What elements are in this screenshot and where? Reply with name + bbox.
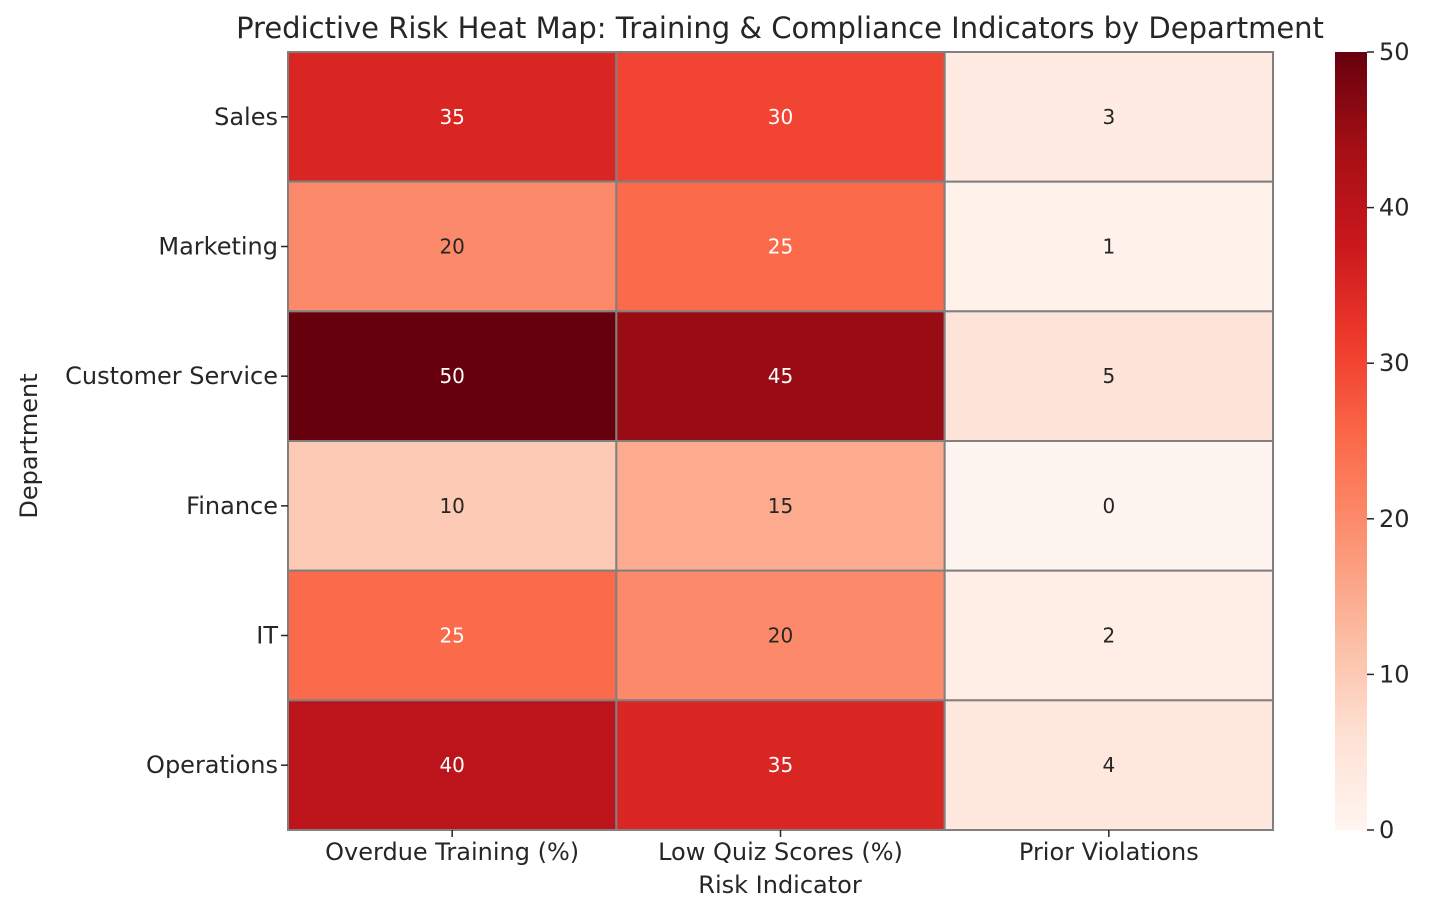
heatmap-cell [943, 440, 1275, 572]
colorbar-tick-label: 30 [1379, 349, 1410, 377]
heatmap-cell [287, 440, 618, 572]
cell-value-label: 2 [1102, 624, 1115, 648]
chart-title: Predictive Risk Heat Map: Training & Com… [236, 11, 1324, 45]
heatmap-cell [287, 180, 618, 313]
y-tick-labels: Sales Marketing Customer Service Finance IT O… [65, 103, 288, 779]
heatmap-cell [615, 310, 946, 443]
y-tick-label: IT [256, 622, 278, 650]
cell-value-label: 25 [439, 624, 464, 648]
heatmap-cell [943, 569, 1275, 702]
cell-value-label: 20 [768, 624, 793, 648]
cell-value-label: 50 [439, 364, 464, 388]
x-axis-label: Risk Indicator [698, 871, 862, 899]
y-tick-label: Customer Service [65, 362, 278, 390]
cell-value-label: 25 [768, 235, 793, 259]
heatmap-cells: 35 30 320 25 150 45 510 15 025 20 240 35 4 [287, 51, 1275, 831]
heatmap-cell [943, 699, 1275, 831]
colorbar-tick-label: 10 [1379, 660, 1410, 688]
cell-value-label: 40 [439, 753, 464, 777]
cell-value-label: 1 [1102, 235, 1115, 259]
y-axis-label: Department [15, 373, 43, 518]
cell-value-label: 20 [439, 235, 464, 259]
heatmap-cell [287, 569, 618, 702]
cell-value-label: 0 [1102, 494, 1115, 518]
heatmap-cell [615, 180, 946, 313]
x-tick-label: Prior Violations [1019, 838, 1199, 866]
heatmap-cell [615, 51, 946, 183]
cell-value-label: 5 [1102, 364, 1115, 388]
y-tick-label: Finance [186, 492, 278, 520]
y-tick-label: Sales [214, 103, 278, 131]
cell-value-label: 35 [439, 105, 464, 129]
colorbar-tick-label: 50 [1379, 38, 1410, 66]
heatmap-cell [287, 51, 618, 183]
y-tick-label: Marketing [158, 233, 278, 261]
colorbar-tick-label: 40 [1379, 194, 1410, 222]
x-tick-label: Low Quiz Scores (%) [658, 838, 903, 866]
colorbar-tick-label: 0 [1379, 816, 1394, 844]
heatmap-cell [615, 569, 946, 702]
cell-value-label: 35 [768, 753, 793, 777]
y-tick-label: Operations [146, 751, 278, 779]
cell-value-label: 4 [1102, 753, 1115, 777]
colorbar-gradient [1335, 52, 1367, 830]
heatmap-cell [615, 699, 946, 831]
x-tick-label: Overdue Training (%) [325, 838, 579, 866]
cell-value-label: 15 [768, 494, 793, 518]
cell-value-label: 10 [439, 494, 464, 518]
cell-value-label: 30 [768, 105, 793, 129]
cell-value-label: 45 [768, 364, 793, 388]
x-tick-labels: Overdue Training (%) Low Quiz Scores (%) P… [325, 830, 1199, 866]
cell-value-label: 3 [1102, 105, 1115, 129]
heatmap-cell [943, 51, 1275, 183]
colorbar: 0 10 20 30 40 50 [1335, 38, 1410, 844]
heatmap-cell [943, 180, 1275, 313]
colorbar-tick-label: 20 [1379, 505, 1410, 533]
